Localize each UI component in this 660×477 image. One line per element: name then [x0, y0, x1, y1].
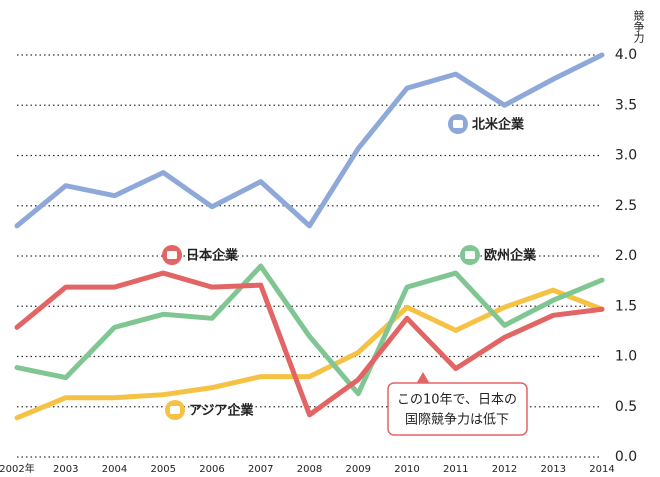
series-line	[14, 263, 605, 397]
y-tick-label: 2.5	[615, 198, 637, 214]
y-tick-label: 2.0	[615, 248, 637, 264]
x-tick-label: 2010	[394, 464, 419, 475]
series-line	[14, 270, 605, 418]
legend-icon-glyph	[465, 251, 475, 259]
legend-icon-glyph	[453, 120, 463, 128]
y-tick-label: 4.0	[615, 47, 637, 63]
y-axis-label: 競争力	[632, 9, 645, 43]
annotation-text: この10年で、日本の	[397, 393, 517, 408]
legend-label: 北米企業	[472, 117, 525, 133]
x-tick-label: 2011	[443, 464, 468, 475]
x-tick-label: 2006	[199, 464, 224, 475]
legend-label: 欧州企業	[484, 248, 537, 264]
x-tick-label: 2005	[151, 464, 176, 475]
y-tick-label: 0.0	[615, 449, 637, 465]
legend-icon-glyph	[170, 406, 180, 414]
series-line	[14, 287, 605, 421]
legend-label: 日本企業	[186, 248, 239, 264]
x-tick-label: 2012	[492, 464, 517, 475]
x-tick-label: 2003	[53, 464, 78, 475]
legend-icon-glyph	[167, 251, 177, 259]
x-tick-label: 2004	[102, 464, 127, 475]
series-line	[14, 52, 605, 229]
y-tick-label: 1.0	[615, 349, 637, 365]
x-tick-label: 2013	[541, 464, 566, 475]
annotation-text: 国際競争力は低下	[405, 413, 509, 428]
y-tick-label: 3.5	[615, 97, 637, 113]
y-tick-label: 3.0	[615, 148, 637, 164]
x-tick-label: 2014	[589, 464, 614, 475]
y-tick-label: 1.5	[615, 298, 637, 314]
legend-label: アジア企業	[189, 403, 254, 419]
x-tick-label: 2009	[346, 464, 371, 475]
x-tick-label: 2002年	[0, 462, 35, 475]
annotation-box	[387, 382, 528, 436]
annotation-pointer	[416, 372, 430, 384]
x-tick-label: 2007	[248, 464, 273, 475]
x-tick-label: 2008	[297, 464, 322, 475]
y-tick-label: 0.5	[615, 399, 637, 415]
